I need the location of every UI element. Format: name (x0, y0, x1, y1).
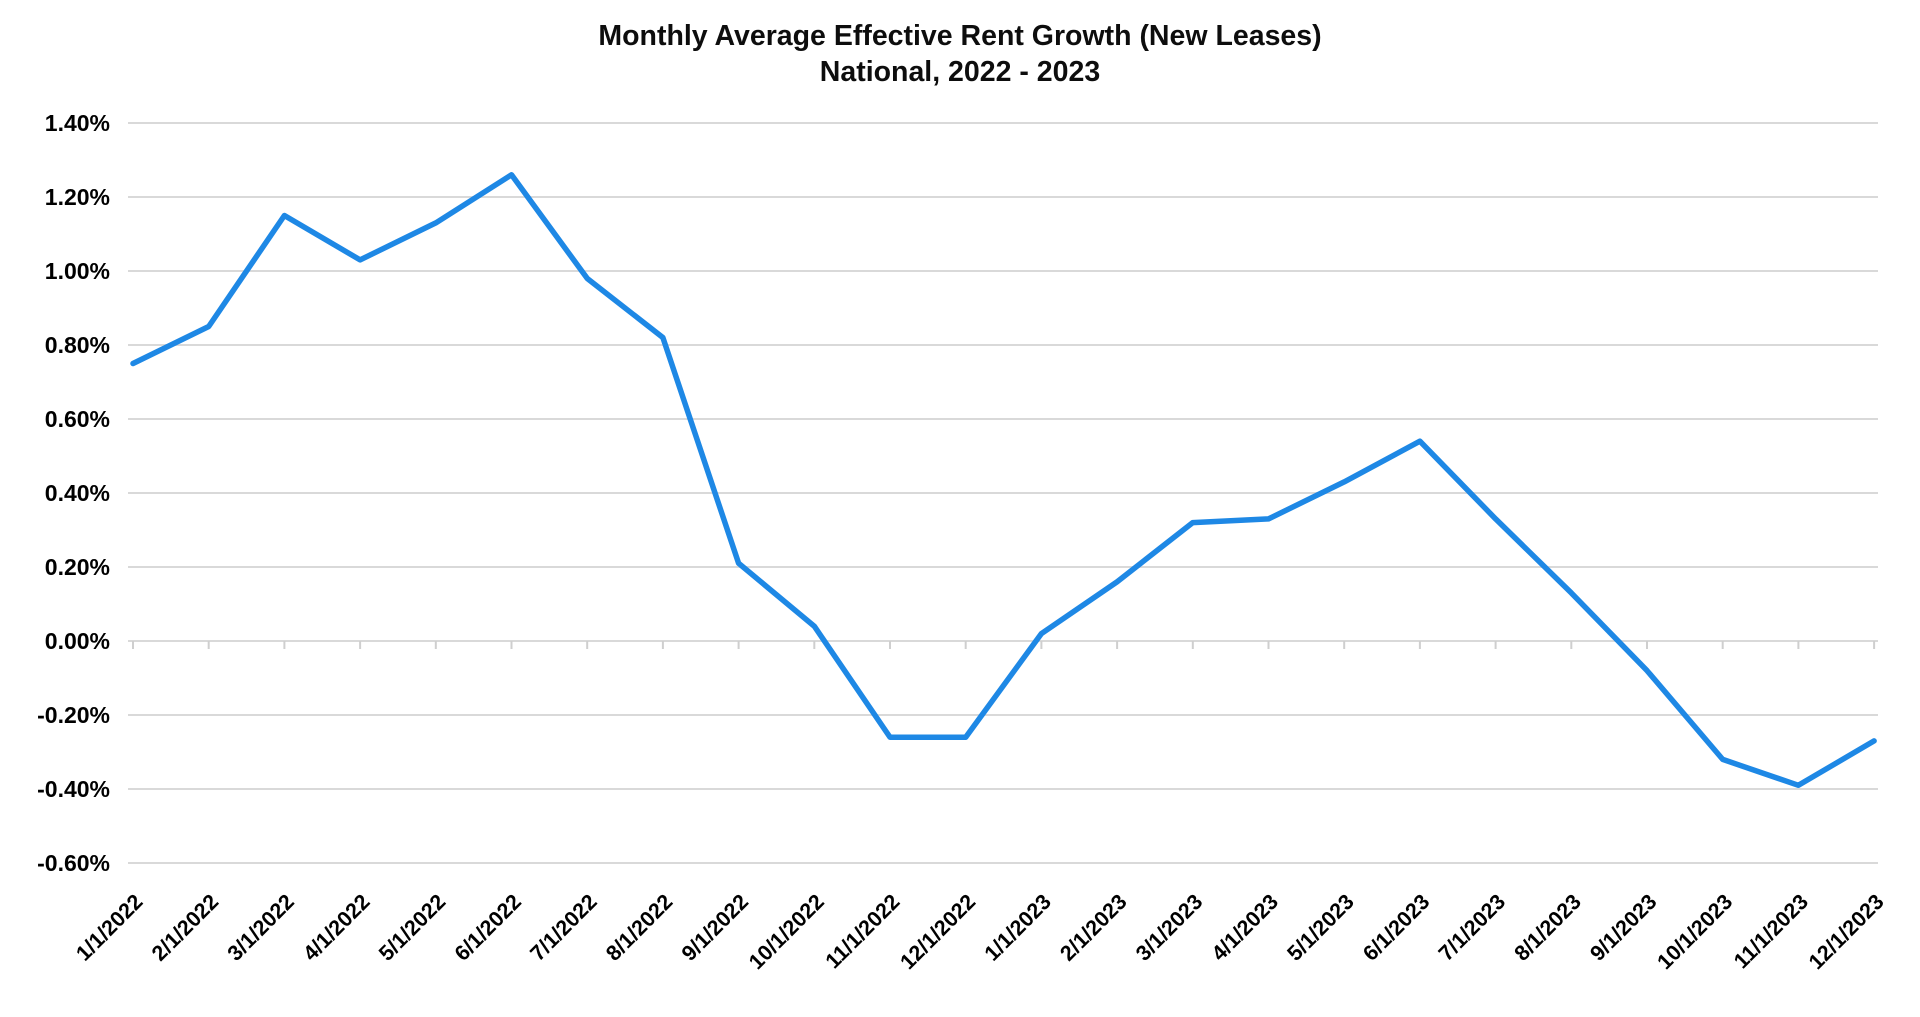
x-axis-tick-label: 1/1/2023 (980, 890, 1056, 966)
x-axis-tick-label: 8/1/2022 (601, 890, 677, 966)
y-axis-tick-label: -0.60% (37, 850, 110, 876)
x-axis-tick-label: 5/1/2023 (1283, 890, 1359, 966)
x-axis-tick-label: 8/1/2023 (1510, 890, 1586, 966)
chart-subtitle: National, 2022 - 2023 (819, 56, 1101, 88)
rent-growth-line (130, 172, 1877, 789)
y-axis-tick-label: -0.20% (37, 702, 110, 728)
y-axis-tick-label: 1.00% (45, 258, 110, 284)
y-axis-tick-label: 0.80% (45, 332, 110, 358)
y-axis-tick-label: 0.00% (45, 628, 110, 654)
x-axis-tick-label: 10/1/2023 (1653, 890, 1738, 975)
x-axis-tick-label: 1/1/2022 (71, 890, 147, 966)
x-axis-tick-label: 7/1/2022 (526, 890, 602, 966)
x-axis-tick-label: 3/1/2022 (223, 890, 299, 966)
x-axis-tick-label: 11/1/2022 (821, 890, 905, 974)
x-axis-tick-label: 7/1/2023 (1434, 890, 1510, 966)
y-axis-tick-label: 1.20% (45, 184, 110, 210)
x-axis-tick-label: 4/1/2023 (1207, 890, 1283, 966)
x-axis-tick-label: 12/1/2023 (1804, 890, 1889, 975)
x-axis-tick-label: 2/1/2023 (1055, 890, 1131, 966)
x-axis-tick-label: 2/1/2022 (147, 890, 223, 966)
chart-title: Monthly Average Effective Rent Growth (N… (598, 20, 1322, 52)
x-axis-tick-label: 4/1/2022 (298, 890, 374, 966)
y-axis-tick-label: 1.40% (45, 110, 110, 136)
chart-header: Monthly Average Effective Rent Growth (N… (0, 0, 1920, 90)
x-axis-tick-label: 9/1/2022 (677, 890, 753, 966)
y-axis-tick-label: 0.40% (45, 480, 110, 506)
x-axis-tick-label: 3/1/2023 (1131, 890, 1207, 966)
x-axis-tick-label: 6/1/2022 (450, 890, 526, 966)
x-axis-tick-label: 10/1/2022 (744, 890, 829, 975)
x-axis-tick-label: 11/1/2023 (1729, 890, 1813, 974)
x-axis-tick-label: 5/1/2022 (374, 890, 450, 966)
x-axis-tick-label: 6/1/2023 (1358, 890, 1434, 966)
x-axis-tick-label: 9/1/2023 (1585, 890, 1661, 966)
y-axis-tick-label: 0.20% (45, 554, 110, 580)
y-axis-tick-label: 0.60% (45, 406, 110, 432)
x-axis-tick-label: 12/1/2022 (896, 890, 981, 975)
y-axis-tick-label: -0.40% (37, 776, 110, 802)
